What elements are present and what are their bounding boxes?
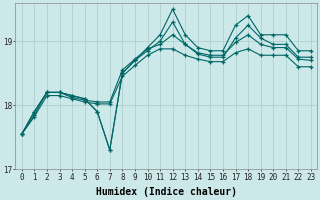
X-axis label: Humidex (Indice chaleur): Humidex (Indice chaleur) (96, 187, 237, 197)
